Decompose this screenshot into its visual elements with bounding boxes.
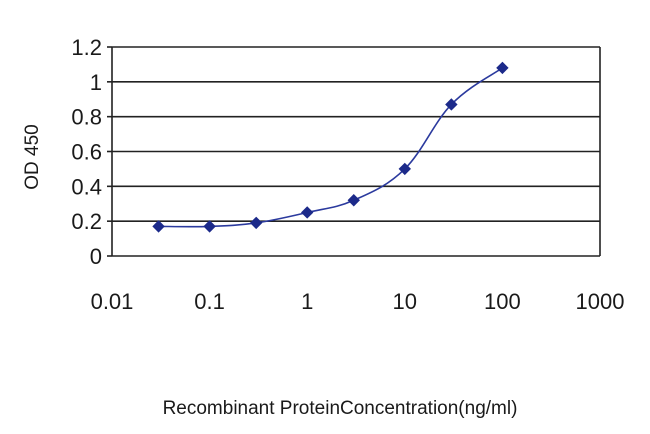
data-point-7 [496,61,509,75]
x-tick-label-4: 100 [484,289,521,314]
y-tick-label-1: 0.2 [71,209,102,234]
data-point-1 [203,220,216,233]
y-axis-ticks: 0 0.2 0.4 0.6 0.8 1 1.2 [71,35,102,269]
x-tick-label-3: 10 [393,289,417,314]
grid-lines [112,46,600,257]
series-line-0 [158,67,503,228]
plot-area-frame [107,46,601,257]
data-point-3 [300,206,314,219]
data-point-0 [152,220,165,233]
x-tick-label-0: 0.01 [91,289,134,314]
y-axis-title: OD 450 [22,124,43,189]
y-tick-label-0: 0 [90,244,102,269]
x-axis-ticks: 0.01 0.1 1 10 100 1000 [91,289,625,314]
y-tick-label-2: 0.4 [71,174,102,199]
x-tick-label-5: 1000 [576,289,625,314]
data-point-5 [398,162,412,176]
x-tick-label-2: 1 [301,289,313,314]
y-tick-label-3: 0.6 [71,140,102,165]
data-point-6 [445,98,458,111]
data-point-4 [347,194,360,207]
y-tick-label-5: 1 [90,70,102,95]
data-point-2 [249,216,263,230]
y-tick-label-4: 0.8 [71,105,102,130]
x-tick-label-1: 0.1 [194,289,225,314]
y-tick-label-6: 1.2 [71,35,102,60]
data-series [152,61,509,233]
x-axis-title: Recombinant ProteinConcentration(ng/ml) [163,398,518,419]
